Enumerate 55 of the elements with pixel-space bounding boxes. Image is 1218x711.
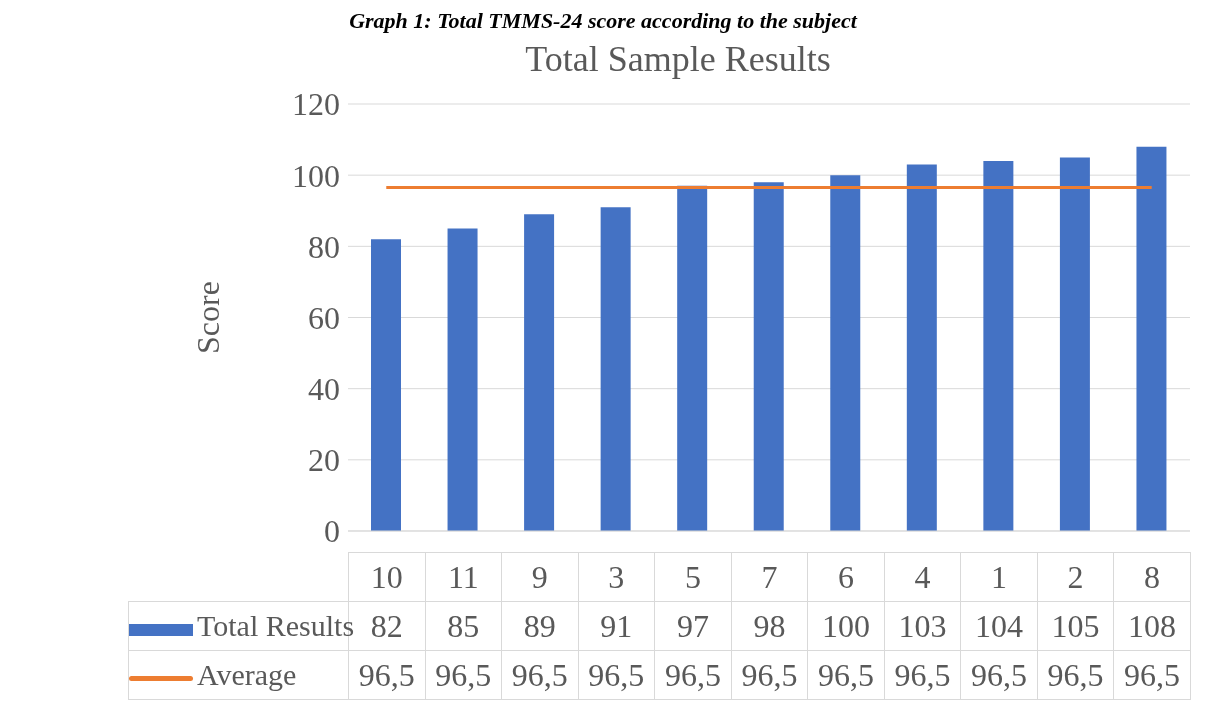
bar bbox=[447, 228, 478, 531]
bar bbox=[1059, 157, 1090, 531]
data-label: 104 bbox=[960, 601, 1038, 651]
y-tick-label: 120 bbox=[292, 86, 340, 123]
data-label: 103 bbox=[884, 601, 961, 651]
bar bbox=[753, 182, 784, 531]
legend-label: Total Results bbox=[196, 608, 355, 644]
data-label: 96,5 bbox=[807, 650, 885, 700]
bar bbox=[524, 214, 555, 531]
bar bbox=[371, 239, 401, 531]
x-tick-label: 2 bbox=[1037, 552, 1114, 602]
x-tick-label: 4 bbox=[884, 552, 961, 602]
data-label: 100 bbox=[807, 601, 885, 651]
caption: Graph 1: Total TMMS-24 score according to the subject bbox=[348, 8, 859, 35]
y-tick-label: 20 bbox=[308, 442, 340, 479]
data-label: 98 bbox=[731, 601, 808, 651]
chart-title: Total Sample Results bbox=[524, 38, 832, 81]
data-label: 96,5 bbox=[654, 650, 732, 700]
x-tick-label: 7 bbox=[731, 552, 808, 602]
y-tick-label: 0 bbox=[324, 513, 340, 550]
legend-label: Average bbox=[128, 650, 349, 700]
data-label: 108 bbox=[1113, 601, 1191, 651]
data-label: 97 bbox=[654, 601, 732, 651]
bar bbox=[906, 164, 937, 531]
y-tick-label: 60 bbox=[308, 299, 340, 336]
data-label: 96,5 bbox=[1037, 650, 1114, 700]
data-label: 96,5 bbox=[501, 650, 579, 700]
data-label: 96,5 bbox=[884, 650, 961, 700]
data-label: 96,5 bbox=[731, 650, 808, 700]
x-tick-label: 3 bbox=[578, 552, 655, 602]
x-tick-label: 1 bbox=[960, 552, 1038, 602]
data-label: 96,5 bbox=[425, 650, 502, 700]
x-tick-label: 9 bbox=[501, 552, 579, 602]
bar bbox=[1136, 146, 1167, 531]
data-label: 89 bbox=[501, 601, 579, 651]
x-tick-label: 5 bbox=[654, 552, 732, 602]
data-label: 96,5 bbox=[1113, 650, 1191, 700]
x-tick-label: 8 bbox=[1113, 552, 1191, 602]
y-tick-label: 80 bbox=[308, 228, 340, 265]
bar bbox=[600, 207, 631, 531]
y-axis-title: Score bbox=[190, 281, 227, 354]
data-label: 105 bbox=[1037, 601, 1114, 651]
data-label: 91 bbox=[578, 601, 655, 651]
data-label: 96,5 bbox=[578, 650, 655, 700]
x-tick-label: 11 bbox=[425, 552, 502, 602]
bar bbox=[830, 175, 861, 531]
x-tick-label: 10 bbox=[348, 552, 426, 602]
data-label: 96,5 bbox=[348, 650, 426, 700]
data-label: 85 bbox=[425, 601, 502, 651]
bar bbox=[983, 160, 1014, 531]
data-label: 96,5 bbox=[960, 650, 1038, 700]
data-label: 82 bbox=[370, 607, 403, 644]
x-tick-label: 6 bbox=[807, 552, 885, 602]
y-tick-label: 100 bbox=[292, 157, 340, 194]
y-tick-label: 40 bbox=[308, 371, 340, 408]
